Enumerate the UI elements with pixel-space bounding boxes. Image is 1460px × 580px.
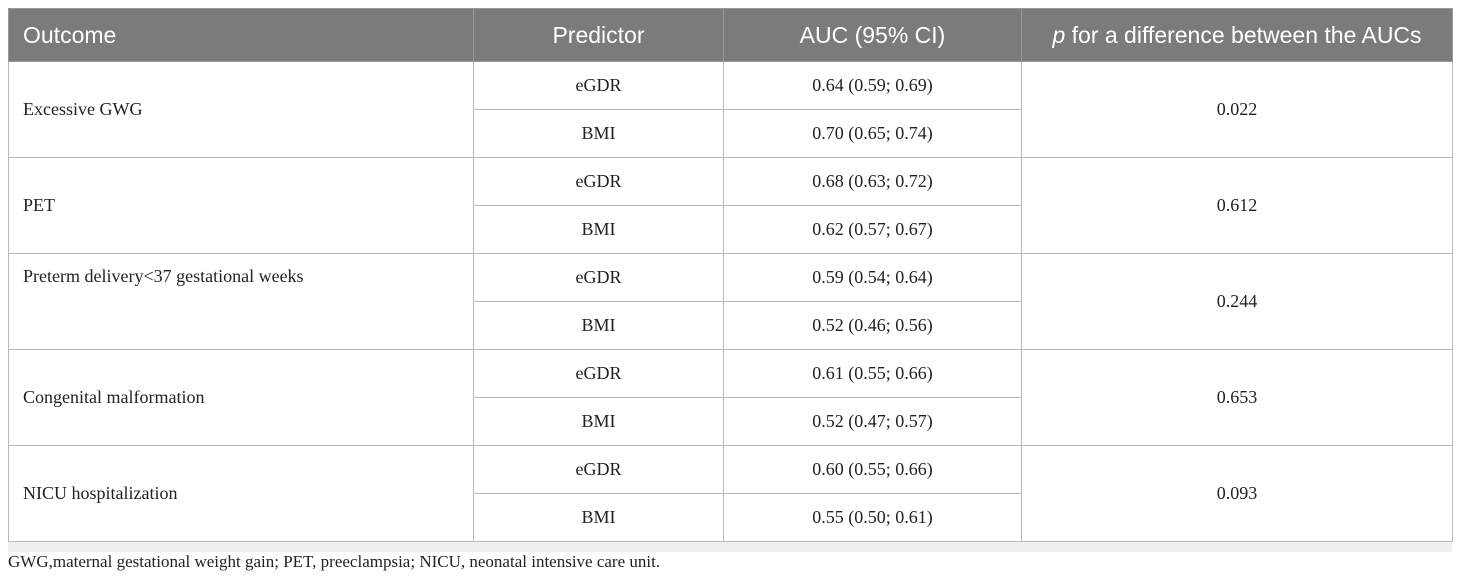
p-value-cell: 0.612 [1021,157,1453,254]
table-row: Congenital malformation eGDR 0.61 (0.55;… [8,349,1453,446]
header-p-symbol: p [1052,21,1066,48]
outcome-cell: NICU hospitalization [8,445,474,542]
table-frame: Outcome Predictor AUC (95% CI) p for a d… [8,8,1453,572]
predictor-cell: BMI [473,397,724,446]
auc-cell: 0.52 (0.46; 0.56) [723,301,1022,350]
predictor-cell: eGDR [473,253,724,302]
predictor-cell: eGDR [473,157,724,206]
header-row: Outcome Predictor AUC (95% CI) p for a d… [8,8,1453,62]
auc-cell: 0.60 (0.55; 0.66) [723,445,1022,494]
predictor-cell: BMI [473,205,724,254]
header-auc: AUC (95% CI) [723,8,1022,62]
predictor-cell: BMI [473,301,724,350]
table-row: BMI 0.62 (0.57; 0.67) [9,205,1453,254]
header-p-value: p for a difference between the AUCs [1021,8,1453,62]
table-row: Excessive GWG eGDR 0.64 (0.59; 0.69) 0.0… [8,61,1453,158]
outcome-cell: Excessive GWG [8,61,474,158]
header-outcome: Outcome [8,8,474,62]
predictor-cell: eGDR [473,61,724,110]
table-row: NICU hospitalization eGDR 0.60 (0.55; 0.… [8,445,1453,542]
p-value-cell: 0.093 [1021,445,1453,542]
predictor-cell: BMI [473,493,724,542]
auc-cell: 0.61 (0.55; 0.66) [723,349,1022,398]
predictor-cell: eGDR [473,445,724,494]
table-row: Preterm delivery<37 gestational weeks eG… [8,253,1453,350]
table-row: BMI 0.52 (0.46; 0.56) [9,301,1453,350]
predictor-cell: eGDR [473,349,724,398]
header-p-text: for a difference between the AUCs [1065,21,1422,48]
table-footnote: GWG,maternal gestational weight gain; PE… [8,552,1452,572]
p-value-cell: 0.653 [1021,349,1453,446]
table-row: PET eGDR 0.68 (0.63; 0.72) 0.612 [8,157,1453,254]
p-value-cell: 0.022 [1021,61,1453,158]
auc-cell: 0.62 (0.57; 0.67) [723,205,1022,254]
auc-cell: 0.59 (0.54; 0.64) [723,253,1022,302]
auc-cell: 0.70 (0.65; 0.74) [723,109,1022,158]
outcome-cell: Preterm delivery<37 gestational weeks [8,253,474,350]
auc-cell: 0.52 (0.47; 0.57) [723,397,1022,446]
predictor-cell: BMI [473,109,724,158]
table-row: BMI 0.52 (0.47; 0.57) [9,397,1453,446]
auc-comparison-table: Outcome Predictor AUC (95% CI) p for a d… [8,8,1453,542]
outcome-cell: Congenital malformation [8,349,474,446]
table-row: BMI 0.70 (0.65; 0.74) [9,109,1453,158]
header-predictor: Predictor [473,8,724,62]
outcome-cell: PET [8,157,474,254]
auc-cell: 0.68 (0.63; 0.72) [723,157,1022,206]
table-row: BMI 0.55 (0.50; 0.61) [9,493,1453,542]
p-value-cell: 0.244 [1021,253,1453,350]
auc-cell: 0.64 (0.59; 0.69) [723,61,1022,110]
auc-cell: 0.55 (0.50; 0.61) [723,493,1022,542]
